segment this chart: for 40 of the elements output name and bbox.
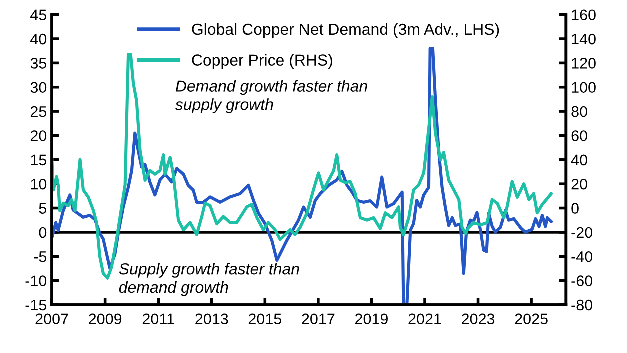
y2-tick-label: -80 [572, 300, 593, 311]
y-tick-label: 35 [30, 58, 47, 69]
x-tick-label: 2019 [355, 314, 388, 325]
x-tick-label: 2009 [89, 314, 122, 325]
y2-tick-label: 20 [572, 178, 588, 190]
x-tick-label: 2007 [36, 314, 68, 325]
y-tick-label: 40 [30, 34, 47, 45]
y-tick-label: 10 [31, 178, 47, 190]
y2-tick-label: -40 [572, 252, 593, 262]
y-tick-label: 45 [30, 10, 47, 21]
y-tick-label: -10 [26, 276, 47, 286]
x-tick-label: 2017 [302, 314, 335, 325]
annotation: Demand growth faster than supply growth [175, 80, 368, 114]
y-tick-label: 15 [31, 154, 47, 166]
x-tick-label: 2015 [248, 314, 282, 325]
legend-label: Copper Price (RHS) [192, 54, 332, 70]
y-tick-label: 20 [30, 130, 47, 142]
y-tick-label: 0 [39, 227, 47, 238]
x-tick-label: 2023 [462, 314, 495, 325]
y-tick-label: -5 [34, 252, 47, 262]
x-tick-label: 2021 [408, 314, 442, 325]
x-tick-label: 2013 [196, 314, 228, 325]
y2-tick-label: 0 [572, 203, 579, 214]
y2-tick-label: 100 [572, 82, 596, 94]
y2-tick-label: 40 [571, 154, 588, 166]
x-tick-label: 2025 [515, 314, 548, 325]
y-tick-label: -15 [26, 300, 47, 311]
y2-tick-label: 80 [572, 106, 588, 118]
y2-tick-label: 140 [572, 34, 596, 45]
y-tick-label: 5 [39, 203, 47, 214]
y2-tick-label: -60 [572, 276, 593, 286]
y2-tick-label: 120 [572, 58, 596, 69]
legend-label: Global Copper Net Demand (3m Adv., LHS) [192, 23, 500, 38]
y2-tick-label: 60 [572, 130, 588, 142]
y2-tick-label: -20 [572, 227, 593, 238]
y-tick-label: 30 [30, 82, 47, 94]
annotation: Supply growth faster than demand growth [119, 263, 300, 296]
x-tick-label: 2011 [142, 314, 174, 325]
y-tick-label: 25 [30, 106, 47, 118]
y2-tick-label: 160 [572, 10, 596, 21]
